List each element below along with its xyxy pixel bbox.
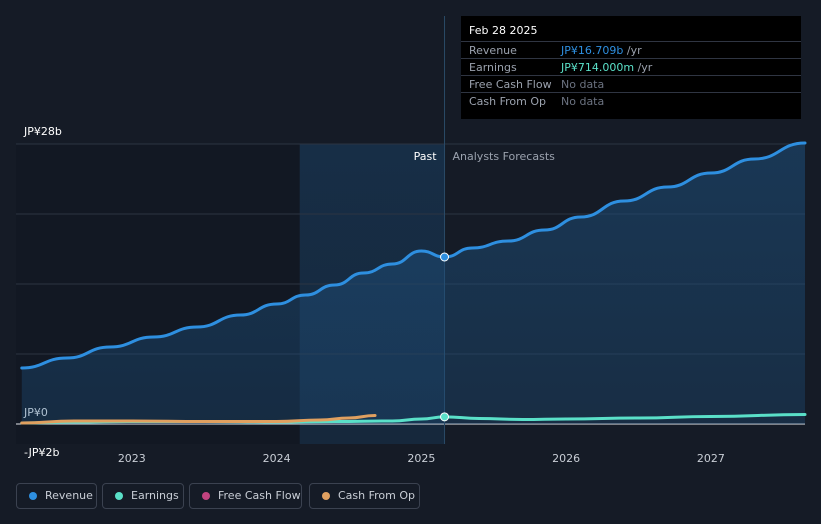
tooltip-value-text: No data (561, 95, 605, 108)
tooltip-unit: /yr (626, 44, 642, 57)
x-tick-label: 2024 (263, 452, 291, 465)
tooltip-date: Feb 28 2025 (469, 24, 538, 37)
legend-dot-icon (202, 492, 210, 500)
tooltip-row-cash-from-op: Cash From Op No data (461, 92, 801, 110)
past-section-label: Past (414, 150, 438, 163)
tooltip-value: JP¥16.709b /yr (561, 44, 642, 57)
x-tick-label: 2025 (407, 452, 435, 465)
x-tick-label: 2027 (697, 452, 725, 465)
revenue-highlight-point (440, 252, 450, 262)
tooltip-label: Earnings (469, 61, 517, 74)
x-tick-label: 2026 (552, 452, 580, 465)
legend-label: Revenue (45, 489, 93, 502)
tooltip-label: Cash From Op (469, 95, 547, 108)
tooltip-value: JP¥714.000m /yr (561, 61, 652, 74)
revenue-area (21, 143, 805, 424)
tooltip-value-text: JP¥16.709b (561, 44, 624, 57)
tooltip-value: No data (561, 95, 604, 108)
legend-label: Earnings (131, 489, 179, 502)
y-tick-label: JP¥28b (23, 125, 62, 138)
legend-dot-icon (322, 492, 330, 500)
chart-tooltip: Feb 28 2025 Revenue JP¥16.709b /yr Earni… (461, 16, 801, 119)
tooltip-row-earnings: Earnings JP¥714.000m /yr (461, 58, 801, 76)
tooltip-value-text: No data (561, 78, 605, 91)
revenue-line (20, 141, 807, 370)
tooltip-label: Revenue (469, 44, 517, 57)
legend-item-revenue[interactable]: Revenue (16, 483, 97, 509)
tooltip-row-free-cash-flow: Free Cash Flow No data (461, 75, 801, 93)
legend-item-cash-from-op[interactable]: Cash From Op (309, 483, 420, 509)
cash-from-op-line (20, 414, 377, 425)
legend-item-earnings[interactable]: Earnings (102, 483, 184, 509)
legend-label: Free Cash Flow (218, 489, 301, 502)
tooltip-unit: /yr (637, 61, 653, 74)
legend-item-free-cash-flow[interactable]: Free Cash Flow (189, 483, 302, 509)
legend-dot-icon (115, 492, 123, 500)
legend-dot-icon (29, 492, 37, 500)
x-tick-label: 2023 (118, 452, 146, 465)
earnings-highlight-point (440, 412, 450, 422)
tooltip-row-revenue: Revenue JP¥16.709b /yr (461, 41, 801, 59)
tooltip-value: No data (561, 78, 604, 91)
y-tick-label: -JP¥2b (24, 446, 59, 459)
tooltip-value-text: JP¥714.000m (561, 61, 635, 74)
legend-label: Cash From Op (338, 489, 416, 502)
tooltip-label: Free Cash Flow (469, 78, 552, 91)
forecast-section-label: Analysts Forecasts (453, 150, 556, 163)
